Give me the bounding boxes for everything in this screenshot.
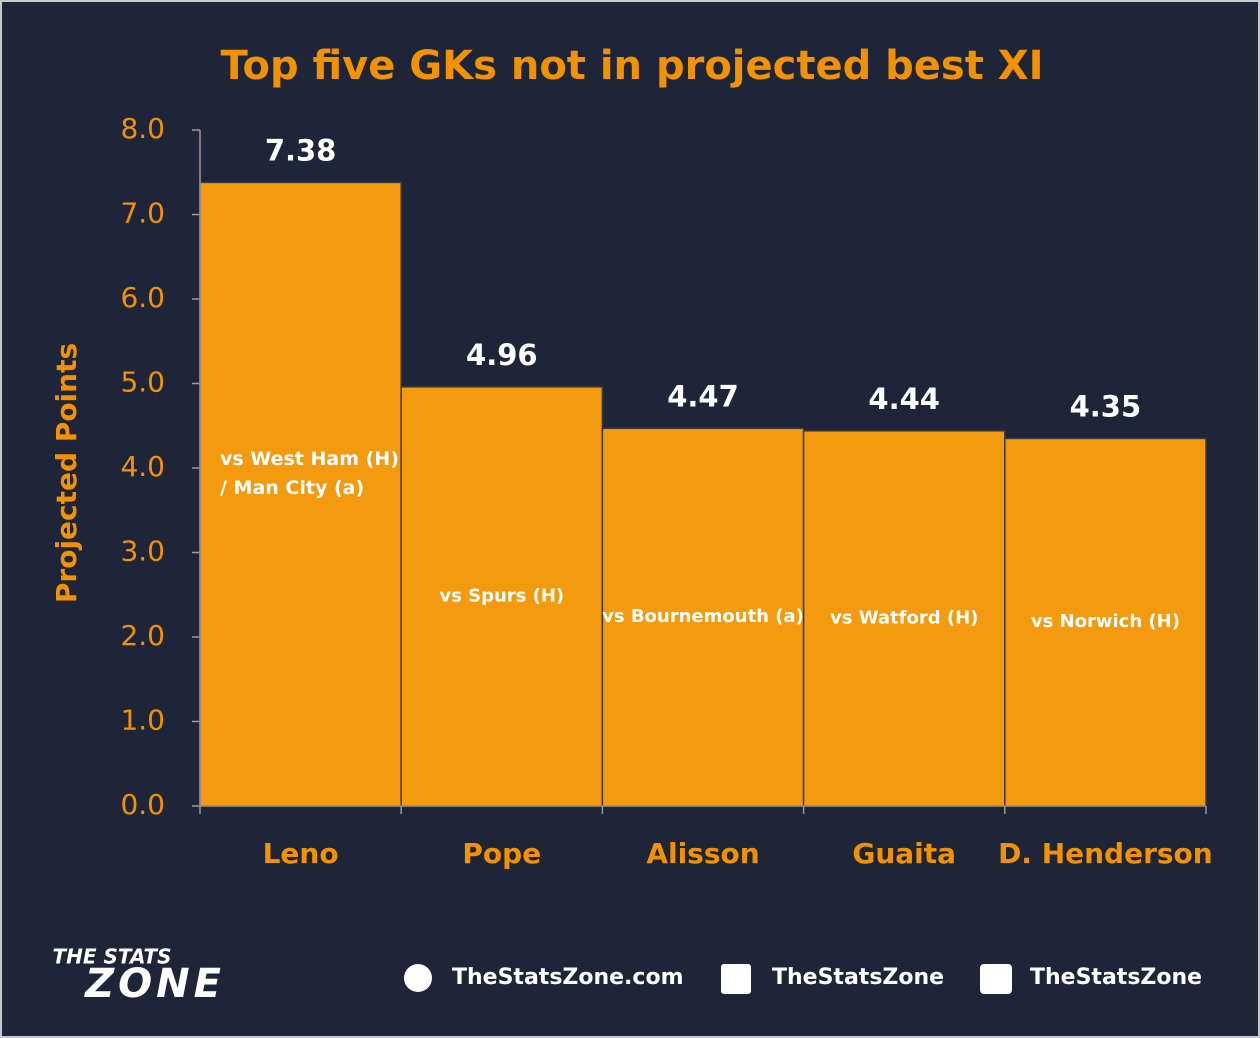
- logo-bottom: ZONE: [83, 961, 225, 1007]
- data-label: 4.47: [667, 379, 739, 413]
- y-tick-label: 5.0: [120, 366, 165, 399]
- bar-annotation: vs West Ham (H): [220, 448, 399, 470]
- globe-icon: [404, 964, 432, 992]
- x-tick-label: Alisson: [646, 837, 759, 870]
- bar: [199, 181, 402, 807]
- bar: [1004, 437, 1207, 807]
- facebook-icon: [721, 964, 751, 994]
- facebook[interactable]: TheStatsZone: [772, 965, 944, 990]
- y-tick-label: 2.0: [120, 619, 165, 652]
- footer: THE STATS ZONE TheStatsZone.com TheStats…: [52, 945, 1202, 1008]
- data-label: 4.96: [466, 338, 538, 372]
- y-tick-label: 7.0: [120, 197, 165, 230]
- x-tick-label: Pope: [462, 837, 541, 870]
- bar-annotation: vs Watford (H): [830, 607, 978, 628]
- y-tick-label: 4.0: [120, 450, 165, 483]
- bar-annotation: vs Spurs (H): [439, 585, 564, 606]
- chart-title: Top five GKs not in projected best XI: [220, 43, 1043, 89]
- data-label: 7.38: [265, 133, 337, 167]
- twitter-icon: [980, 964, 1012, 994]
- y-axis-label: Projected Points: [50, 343, 83, 603]
- y-tick-label: 0.0: [120, 788, 165, 821]
- x-tick-label: Leno: [263, 837, 339, 870]
- data-label: 4.35: [1070, 389, 1142, 423]
- y-tick-label: 1.0: [120, 704, 165, 737]
- x-tick-label: Guaita: [852, 837, 956, 870]
- bar-annotation: vs Bournemouth (a): [602, 606, 804, 627]
- twitter[interactable]: TheStatsZone: [1030, 965, 1202, 990]
- website[interactable]: TheStatsZone.com: [452, 965, 684, 990]
- bar-annotation: / Man City (a): [220, 477, 364, 499]
- y-tick-label: 3.0: [120, 535, 165, 568]
- bar-annotation: vs Norwich (H): [1031, 611, 1180, 632]
- bar: [400, 386, 604, 807]
- bar: [601, 427, 805, 807]
- y-tick-label: 8.0: [120, 112, 165, 145]
- data-label: 4.44: [868, 382, 940, 416]
- y-tick-label: 6.0: [120, 281, 165, 314]
- x-tick-label: D. Henderson: [998, 837, 1213, 870]
- logo-top: THE STATS: [52, 945, 171, 969]
